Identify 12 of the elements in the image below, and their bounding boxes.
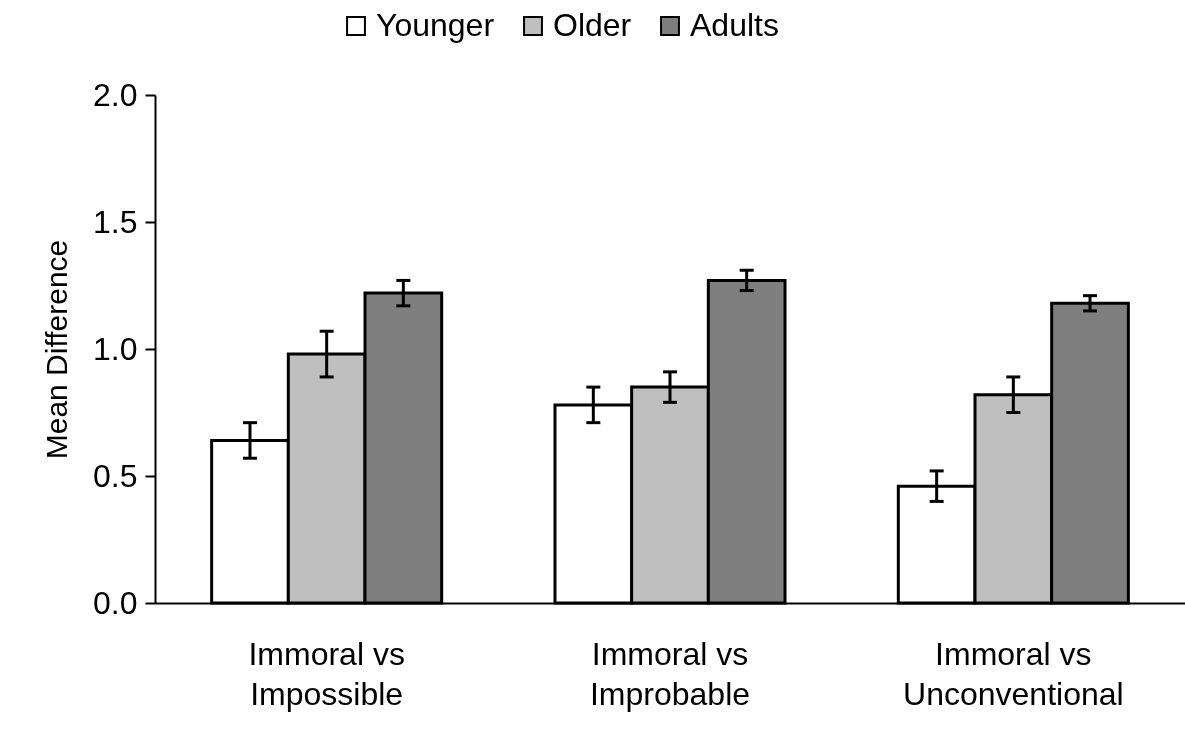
y-tick-label: 0.0 <box>93 584 138 621</box>
legend-label: Adults <box>690 7 779 43</box>
x-tick-label: Immoral vs Impossible <box>248 635 405 712</box>
y-tick-label: 0.5 <box>93 457 138 494</box>
x-tick-label: Immoral vs Improbable <box>589 635 751 712</box>
y-tick-label: 1.5 <box>93 203 138 240</box>
legend-label: Younger <box>376 7 495 43</box>
y-axis-title: Mean Difference <box>40 239 74 460</box>
legend-label: Older <box>553 7 632 43</box>
x-tick-label: Immoral vs Unconventional <box>903 635 1124 712</box>
y-tick-label: 1.0 <box>93 330 138 367</box>
y-tick-label: 2.0 <box>93 76 138 113</box>
